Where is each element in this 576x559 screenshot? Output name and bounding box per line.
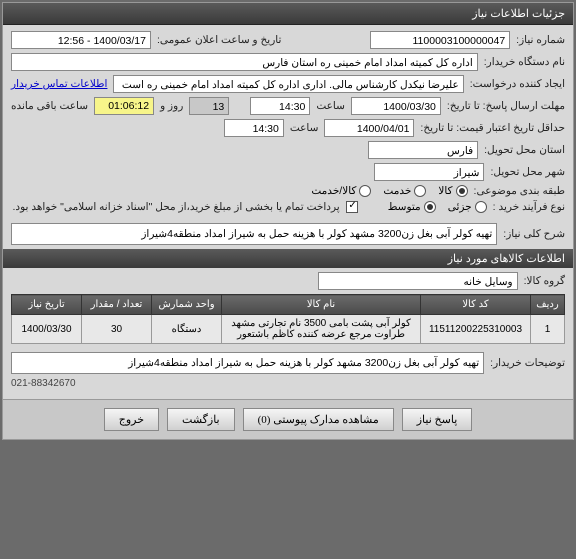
buyer-org-value: اداره کل کمیته امداد امام خمینی ره استان…: [11, 53, 478, 71]
payment-checkbox[interactable]: [346, 201, 358, 213]
buy-type-radio-group: جزئی متوسط: [388, 201, 487, 213]
cell-code: 11511200225310003: [421, 315, 531, 344]
deadline-date: 1400/03/30: [351, 97, 441, 115]
deadline-time: 14:30: [250, 97, 310, 115]
buyer-desc-value: تهیه کولر آبی بغل زن3200 مشهد کولر با هز…: [11, 352, 484, 374]
deadline-label: مهلت ارسال پاسخ: تا تاریخ:: [447, 100, 565, 112]
remain-time: 01:06:12: [94, 97, 154, 115]
radio-circle-icon: [456, 185, 468, 197]
payment-note: پرداخت تمام یا بخشی از مبلغ خرید،از محل …: [13, 201, 340, 213]
summary-value: تهیه کولر آبی بغل زن3200 مشهد کولر با هز…: [11, 223, 497, 245]
footer-contact: 021-88342670: [11, 378, 76, 389]
requester-value: علیرضا نیکدل کارشناس مالی. اداری اداره ک…: [113, 75, 463, 93]
summary-label: شرح کلی نیاز:: [503, 228, 565, 240]
group-label: گروه کالا:: [524, 275, 565, 287]
radio-circle-icon: [359, 185, 371, 197]
city-value: شیراز: [374, 163, 484, 181]
requester-label: ایجاد کننده درخواست:: [470, 78, 565, 90]
items-table: ردیف کد کالا نام کالا واحد شمارش تعداد /…: [11, 294, 565, 344]
validity-date: 1400/04/01: [324, 119, 414, 137]
buy-type-label: نوع فرآیند خرید :: [493, 201, 565, 213]
cell-name: کولر آبی پشت بامی 3500 نام تجارتی مشهد ط…: [222, 315, 421, 344]
table-header-row: ردیف کد کالا نام کالا واحد شمارش تعداد /…: [12, 295, 565, 315]
radio-circle-icon: [475, 201, 487, 213]
radio-khedmat[interactable]: خدمت: [383, 185, 426, 197]
form-body: شماره نیاز: 1100003100000047 تاریخ و ساع…: [3, 25, 573, 399]
cell-qty: 30: [82, 315, 152, 344]
radio-label: کالا: [438, 185, 452, 197]
need-number-value: 1100003100000047: [370, 31, 510, 49]
province-value: فارس: [368, 141, 478, 159]
time-label-2: ساعت: [290, 122, 319, 134]
radio-label: کالا/خدمت: [311, 185, 356, 197]
button-bar: پاسخ نیاز مشاهده مدارک پیوستی (0) بازگشت…: [3, 399, 573, 439]
radio-jozi[interactable]: جزئی: [448, 201, 487, 213]
col-date: تاریخ نیاز: [12, 295, 82, 315]
announce-label: تاریخ و ساعت اعلان عمومی:: [157, 34, 281, 46]
category-radio-group: کالا خدمت کالا/خدمت: [311, 185, 467, 197]
radio-motavaset[interactable]: متوسط: [388, 201, 436, 213]
buyer-org-label: نام دستگاه خریدار:: [484, 56, 565, 68]
col-idx: ردیف: [531, 295, 565, 315]
cell-date: 1400/03/30: [12, 315, 82, 344]
group-value: وسایل خانه: [318, 272, 518, 290]
buyer-desc-label: توضیحات خریدار:: [490, 357, 565, 369]
reply-button[interactable]: پاسخ نیاز: [402, 408, 473, 431]
radio-circle-icon: [424, 201, 436, 213]
col-code: کد کالا: [421, 295, 531, 315]
radio-circle-icon: [414, 185, 426, 197]
col-qty: تعداد / مقدار: [82, 295, 152, 315]
radio-label: متوسط: [388, 201, 421, 213]
province-label: استان محل تحویل:: [484, 144, 565, 156]
exit-button[interactable]: خروج: [104, 408, 159, 431]
radio-kala-khedmat[interactable]: کالا/خدمت: [311, 185, 371, 197]
remain-days-label: روز و: [160, 100, 183, 112]
validity-time: 14:30: [224, 119, 284, 137]
contact-link[interactable]: اطلاعات تماس خریدار: [11, 78, 107, 90]
panel-title: جزئیات اطلاعات نیاز: [3, 3, 573, 25]
radio-label: جزئی: [448, 201, 472, 213]
remain-days: 13: [189, 97, 229, 115]
radio-label: خدمت: [383, 185, 411, 197]
cell-idx: 1: [531, 315, 565, 344]
items-subheader: اطلاعات کالاهای مورد نیاز: [3, 249, 573, 268]
attachments-button[interactable]: مشاهده مدارک پیوستی (0): [243, 408, 394, 431]
col-name: نام کالا: [222, 295, 421, 315]
table-row[interactable]: 1 11511200225310003 کولر آبی پشت بامی 35…: [12, 315, 565, 344]
remain-suffix: ساعت باقی مانده: [11, 100, 88, 112]
col-unit: واحد شمارش: [152, 295, 222, 315]
need-number-label: شماره نیاز:: [516, 34, 565, 46]
category-label: طبقه بندی موضوعی:: [474, 185, 565, 197]
cell-unit: دستگاه: [152, 315, 222, 344]
main-panel: جزئیات اطلاعات نیاز شماره نیاز: 11000031…: [2, 2, 574, 440]
time-label-1: ساعت: [316, 100, 345, 112]
back-button[interactable]: بازگشت: [167, 408, 235, 431]
city-label: شهر محل تحویل:: [490, 166, 565, 178]
radio-kala[interactable]: کالا: [438, 185, 467, 197]
validity-label: حداقل تاریخ اعتبار قیمت: تا تاریخ:: [420, 122, 565, 134]
announce-value: 1400/03/17 - 12:56: [11, 31, 151, 49]
